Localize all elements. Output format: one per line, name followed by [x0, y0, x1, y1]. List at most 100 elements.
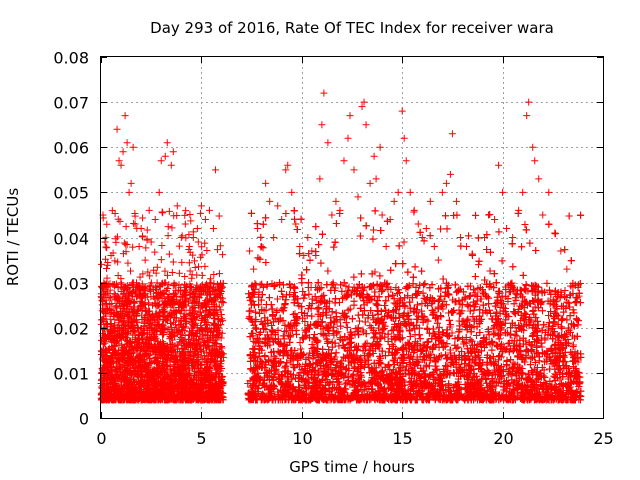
data-point [102, 264, 110, 272]
data-point [382, 243, 390, 251]
data-point [125, 188, 133, 196]
data-point [185, 259, 193, 267]
data-point [292, 220, 300, 228]
data-point [203, 246, 211, 254]
data-point [215, 212, 223, 220]
data-point [175, 242, 183, 250]
data-point [332, 197, 340, 205]
data-point [378, 211, 386, 219]
data-point [127, 179, 135, 187]
data-point [406, 188, 414, 196]
data-point [414, 220, 422, 228]
data-point [215, 270, 223, 278]
data-point [284, 161, 292, 169]
data-point [211, 166, 219, 174]
data-point [370, 152, 378, 160]
data-points-layer [97, 89, 585, 404]
data-point [209, 224, 217, 232]
data-point [296, 243, 304, 251]
data-point [165, 281, 173, 289]
data-point [344, 134, 352, 142]
data-point [157, 256, 165, 264]
data-point [270, 234, 278, 241]
data-point [168, 269, 176, 277]
data-point [448, 130, 456, 138]
data-point [531, 157, 539, 165]
data-point [452, 197, 460, 205]
data-point [354, 193, 362, 201]
data-point [418, 234, 426, 241]
data-point [324, 139, 332, 147]
data-point [151, 215, 159, 223]
data-point [194, 238, 202, 246]
data-point [161, 152, 169, 160]
data-point [475, 261, 483, 269]
data-point [539, 211, 547, 219]
data-point [167, 161, 175, 169]
data-point [158, 320, 166, 328]
data-point [499, 188, 507, 196]
data-point [198, 271, 206, 279]
data-point [164, 223, 172, 231]
data-point [181, 220, 189, 228]
data-point [121, 112, 129, 120]
grid-layer [101, 57, 603, 418]
data-point [193, 224, 201, 232]
data-point [262, 179, 270, 187]
data-point [545, 188, 553, 196]
data-point [164, 232, 172, 240]
data-point [145, 300, 153, 308]
data-point [246, 247, 254, 255]
data-point [113, 233, 121, 241]
data-point [141, 256, 149, 264]
data-point [165, 207, 173, 215]
data-point [127, 267, 135, 275]
data-point [535, 175, 543, 183]
data-point [300, 252, 308, 260]
data-point [139, 214, 147, 222]
data-point [159, 209, 167, 217]
data-point [191, 263, 199, 271]
data-point [426, 197, 434, 205]
data-point [191, 257, 199, 265]
data-point [102, 233, 110, 241]
data-point [197, 202, 205, 210]
data-point [434, 256, 442, 264]
data-point [372, 175, 380, 183]
data-point [557, 247, 565, 255]
data-point [130, 219, 138, 227]
data-point [102, 243, 110, 251]
data-point [182, 207, 190, 215]
data-point [158, 241, 166, 249]
data-point [151, 248, 159, 256]
data-point [274, 202, 282, 210]
data-point [316, 175, 324, 183]
data-point [170, 212, 178, 220]
data-point [390, 197, 398, 205]
data-point [282, 166, 290, 174]
data-point [119, 148, 127, 156]
data-point [147, 238, 155, 246]
data-point [201, 215, 209, 223]
data-point [112, 235, 120, 243]
data-point [438, 188, 446, 196]
data-point [103, 220, 111, 228]
data-point [103, 244, 111, 252]
data-point [133, 224, 141, 232]
data-point [173, 202, 181, 210]
data-point [178, 258, 186, 266]
data-point [185, 243, 193, 251]
data-point [168, 224, 176, 232]
data-point [122, 223, 130, 231]
data-point [503, 224, 511, 232]
data-point [194, 263, 202, 271]
data-point [422, 224, 430, 232]
data-point [113, 125, 121, 133]
data-point [135, 243, 143, 251]
data-point [181, 272, 189, 280]
data-point [398, 107, 406, 115]
data-point [495, 161, 503, 169]
data-point [350, 166, 358, 174]
data-point [328, 211, 336, 219]
data-point [103, 274, 111, 282]
